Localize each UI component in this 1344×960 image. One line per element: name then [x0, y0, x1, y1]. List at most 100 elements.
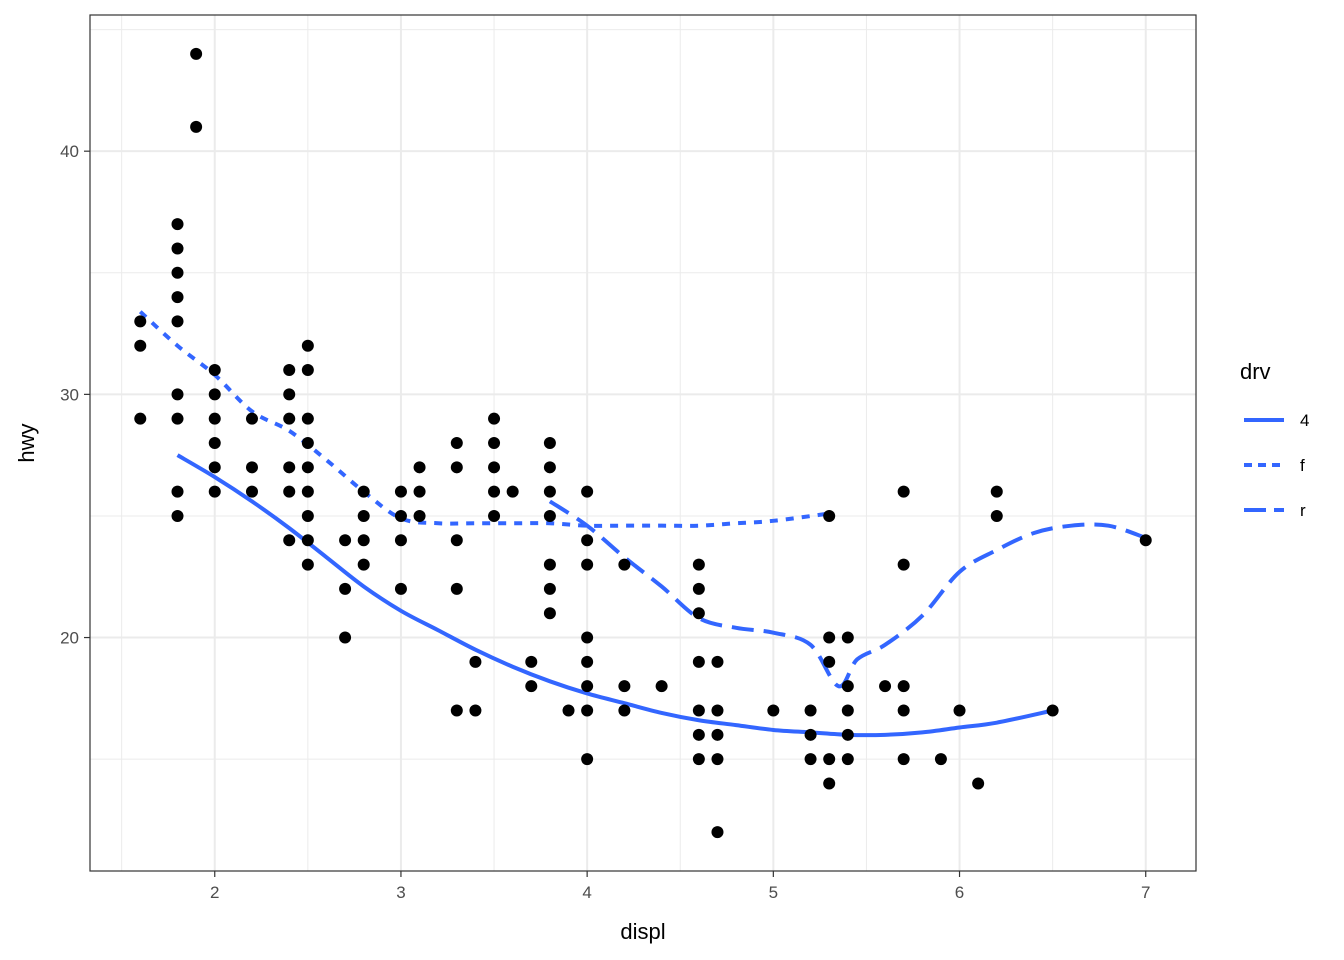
data-point — [283, 485, 296, 498]
data-point — [543, 437, 556, 449]
data-point — [1139, 534, 1152, 547]
y-tick-label: 20 — [60, 629, 79, 648]
data-point — [711, 826, 724, 839]
data-point — [413, 509, 426, 522]
data-point — [692, 582, 705, 595]
data-point — [357, 509, 370, 522]
data-point — [394, 509, 407, 522]
data-point — [823, 753, 836, 766]
data-point — [767, 704, 780, 717]
x-tick-label: 6 — [955, 883, 964, 902]
smooth-lines — [138, 310, 1147, 738]
data-point — [171, 291, 184, 304]
x-tick-label: 3 — [396, 883, 405, 902]
data-point — [692, 607, 705, 620]
data-point — [339, 534, 352, 547]
data-point — [972, 777, 985, 790]
data-point — [581, 704, 594, 717]
data-point — [897, 558, 910, 571]
data-point — [394, 534, 407, 547]
data-point — [525, 680, 538, 693]
legend-title: drv — [1240, 359, 1271, 384]
data-point — [692, 728, 705, 741]
data-point — [990, 509, 1003, 522]
data-point — [245, 485, 258, 498]
data-point — [301, 534, 314, 547]
data-point — [301, 437, 314, 449]
data-point — [488, 412, 501, 425]
data-point — [581, 534, 594, 547]
data-point — [711, 655, 724, 668]
data-point — [450, 704, 463, 717]
data-point — [841, 704, 854, 717]
data-point — [450, 461, 463, 474]
data-point — [953, 704, 966, 717]
data-point — [245, 412, 258, 425]
data-point — [301, 461, 314, 474]
data-point — [339, 582, 352, 595]
data-point — [618, 558, 631, 571]
legend: drv 4 f r — [1240, 359, 1309, 520]
data-point — [283, 534, 296, 547]
data-point — [134, 315, 147, 328]
legend-label-f: f — [1300, 456, 1305, 475]
data-point — [581, 558, 594, 571]
data-point — [934, 753, 947, 766]
legend-label-4: 4 — [1300, 411, 1309, 430]
data-point — [804, 728, 817, 741]
data-point — [301, 364, 314, 377]
data-point — [301, 485, 314, 498]
data-point — [488, 509, 501, 522]
data-point — [171, 485, 184, 498]
data-point — [190, 120, 203, 133]
panel-background — [90, 15, 1196, 871]
panel-border — [89, 14, 1197, 872]
data-point — [171, 412, 184, 425]
data-point — [711, 753, 724, 766]
data-point — [208, 388, 221, 401]
data-point — [171, 509, 184, 522]
data-point — [413, 461, 426, 474]
data-point — [208, 364, 221, 377]
data-point — [692, 558, 705, 571]
data-point — [543, 509, 556, 522]
data-point — [488, 485, 501, 498]
data-point — [357, 558, 370, 571]
y-tick-label: 40 — [60, 142, 79, 161]
smooth-line-r — [548, 499, 1147, 689]
data-point — [618, 680, 631, 693]
data-point — [488, 461, 501, 474]
x-tick-label: 7 — [1141, 883, 1150, 902]
data-point — [525, 655, 538, 668]
data-point — [171, 388, 184, 401]
data-point — [357, 534, 370, 547]
data-point — [692, 704, 705, 717]
data-point — [990, 485, 1003, 498]
data-point — [543, 607, 556, 620]
data-point — [804, 753, 817, 766]
data-point — [171, 242, 184, 255]
data-point — [469, 704, 482, 717]
data-point — [283, 388, 296, 401]
data-point — [711, 728, 724, 741]
data-point — [897, 753, 910, 766]
data-point — [581, 680, 594, 693]
legend-label-r: r — [1300, 501, 1306, 520]
data-point — [879, 680, 892, 693]
data-point — [339, 631, 352, 644]
data-point — [301, 339, 314, 352]
data-point — [357, 485, 370, 498]
data-point — [301, 509, 314, 522]
data-point — [823, 777, 836, 790]
data-point — [208, 437, 221, 449]
data-point — [450, 534, 463, 547]
data-point — [190, 47, 203, 60]
data-point — [301, 558, 314, 571]
data-point — [450, 437, 463, 449]
data-point — [581, 485, 594, 498]
data-point — [394, 582, 407, 595]
data-point — [245, 461, 258, 474]
data-point — [283, 461, 296, 474]
data-point — [543, 558, 556, 571]
